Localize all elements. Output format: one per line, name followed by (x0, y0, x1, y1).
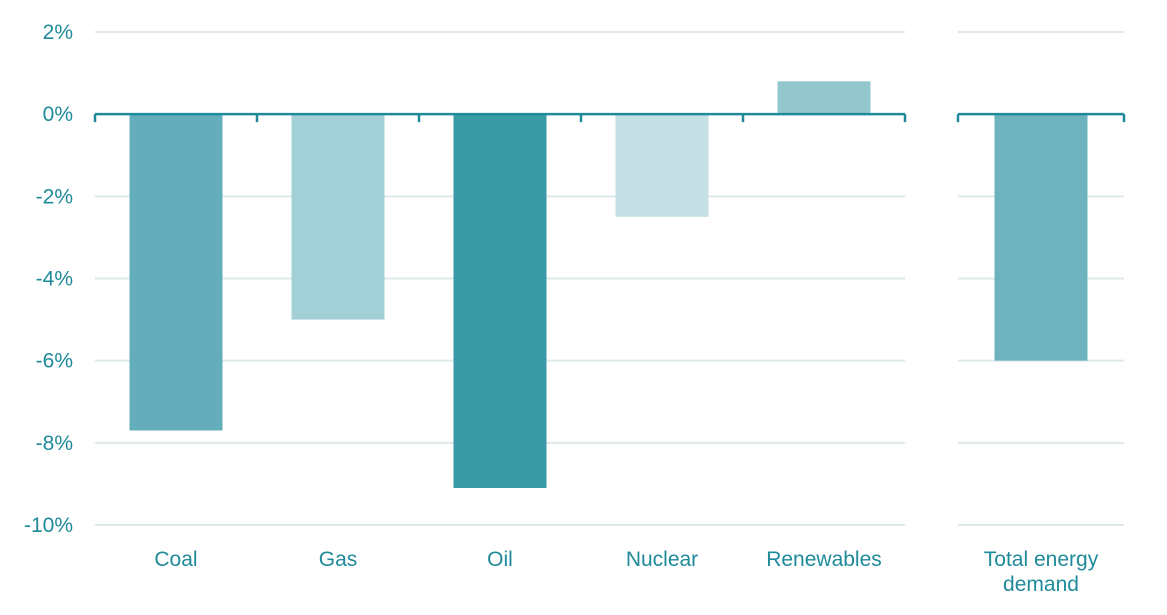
y-tick-label: 0% (43, 103, 73, 126)
y-tick-label: -10% (24, 514, 73, 537)
zero-axis (93, 112, 1126, 123)
y-tick-label: -4% (36, 268, 73, 291)
category-labels: Coal Gas Oil Nuclear Renewables Total energy d… (154, 548, 1098, 596)
bar-total-energy-demand (994, 114, 1088, 361)
y-tick-label: 2% (43, 21, 73, 44)
category-label-renewables: Renewables (766, 548, 882, 571)
category-label-coal: Coal (154, 548, 197, 571)
bar-nuclear (615, 114, 709, 217)
bar-gas (291, 114, 385, 320)
bar-renewables (777, 81, 871, 115)
category-label-nuclear: Nuclear (626, 548, 698, 571)
y-axis-tick-labels: 2% 0% -2% -4% -6% -8% -10% (24, 21, 73, 537)
bar-coal (129, 114, 223, 431)
category-label-total-energy-demand: Total energy demand (984, 548, 1099, 596)
category-label-oil: Oil (487, 548, 513, 571)
y-tick-label: -6% (36, 350, 73, 373)
category-label-gas: Gas (319, 548, 358, 571)
y-tick-label: -8% (36, 432, 73, 455)
gridlines (95, 31, 1124, 526)
bars (129, 81, 1088, 489)
y-tick-label: -2% (36, 185, 73, 208)
bar-oil (453, 114, 547, 489)
